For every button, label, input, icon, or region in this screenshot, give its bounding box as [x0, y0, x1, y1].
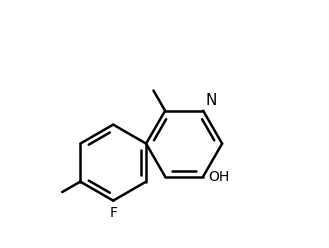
Text: OH: OH — [209, 170, 230, 184]
Text: N: N — [206, 93, 217, 108]
Text: F: F — [109, 206, 117, 220]
